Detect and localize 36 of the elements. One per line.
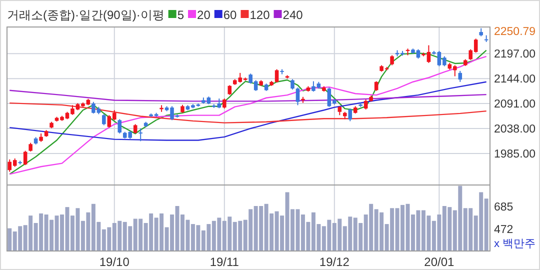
x-tick-label: 19/12	[319, 255, 350, 269]
legend-label: 240	[282, 8, 304, 22]
x-tick-label: 20/01	[424, 255, 455, 269]
text: 2250.79	[494, 26, 536, 38]
candlestick	[138, 128, 142, 142]
x-tick-label: 19/11	[210, 255, 240, 269]
y-tick-label: 472	[494, 224, 514, 236]
line-series	[9, 90, 487, 102]
line-series	[9, 102, 487, 124]
candlestick	[274, 68, 279, 84]
candlestick	[133, 124, 138, 134]
candlestick	[102, 114, 106, 126]
candlestick	[390, 54, 394, 66]
y-tick-label: 2038.00	[494, 123, 536, 136]
candlestick	[348, 108, 352, 122]
candlestick	[296, 87, 300, 106]
y-tick-label: 2091.00	[494, 98, 536, 111]
y-axis-title: x 백만주	[494, 238, 536, 250]
y-tick-label: 1985.00	[494, 148, 536, 160]
candlestick	[364, 99, 368, 110]
y-tick-label: 2197.00	[494, 48, 536, 61]
chart-title: 거래소(종합)·일간(90일)·이평	[7, 8, 164, 22]
legend-label: 60	[223, 8, 238, 22]
candlestick	[23, 150, 28, 166]
candlestick	[118, 118, 122, 134]
line-series	[9, 81, 487, 141]
x-tick-label: 19/10	[99, 255, 130, 269]
legend-label: 20	[197, 8, 211, 22]
y-tick-label: 685	[494, 202, 514, 214]
candlestick	[290, 78, 294, 90]
candlestick	[222, 98, 226, 110]
legend-label: 120	[250, 8, 270, 22]
y-tick-label: 2144.00	[494, 74, 536, 86]
candlestick	[458, 70, 462, 82]
legend-label: 5	[177, 8, 184, 22]
candlestick	[374, 80, 378, 92]
